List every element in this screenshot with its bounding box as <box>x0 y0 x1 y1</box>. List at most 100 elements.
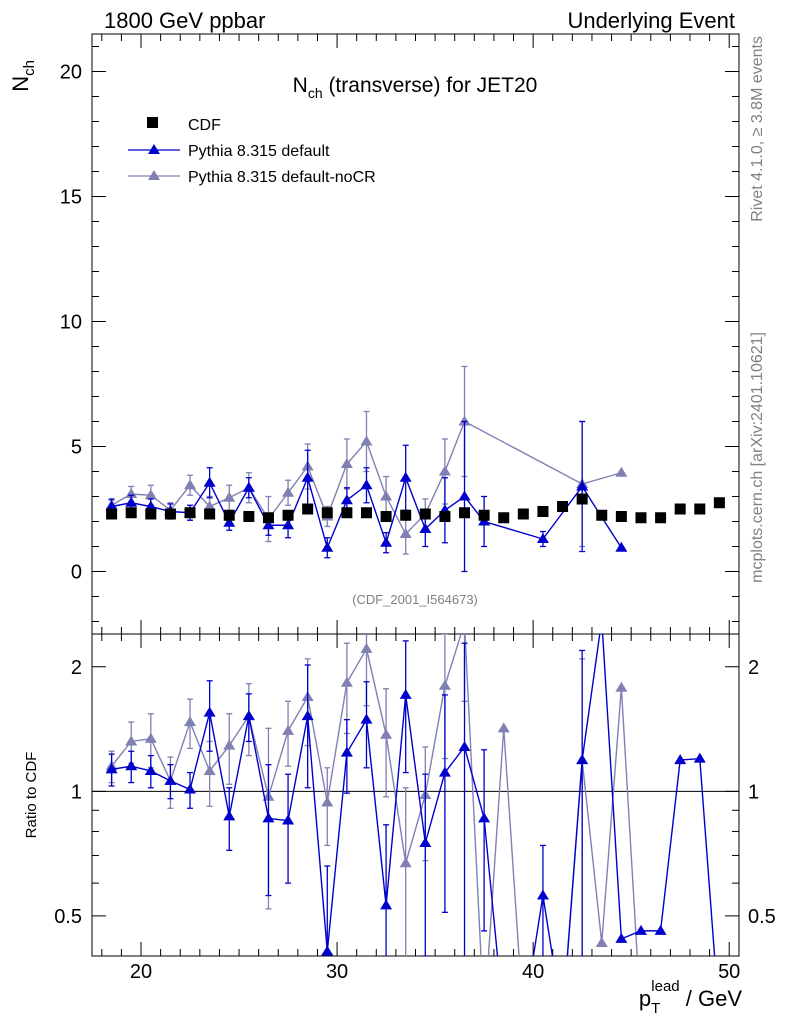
data-point-cdf <box>204 508 216 520</box>
data-point-cdf <box>125 507 137 519</box>
ratio-point-nocr <box>399 857 412 868</box>
data-point-nocr <box>438 465 451 476</box>
x-label-sub: T <box>651 1000 660 1017</box>
data-point-nocr <box>458 415 471 426</box>
axis-ticks <box>92 34 739 957</box>
ratio-point-default <box>125 760 138 771</box>
data-point-default <box>321 541 334 552</box>
y-tick-label-15: 15 <box>60 187 82 209</box>
data-point-default <box>144 500 157 511</box>
legend: CDF Pythia 8.315 default Pythia 8.315 de… <box>128 117 376 186</box>
x-label-rest: / GeV <box>680 986 743 1011</box>
x-label-sup: lead <box>651 978 679 995</box>
ratio-point-default <box>458 740 471 751</box>
ratio-point-nocr <box>203 764 216 775</box>
data-point-default <box>262 519 275 530</box>
ratio-point-nocr <box>360 642 373 653</box>
legend-nocr-marker <box>148 170 160 180</box>
ratio-point-nocr <box>125 735 138 746</box>
ratio-point-default <box>360 713 373 724</box>
data-point-cdf <box>360 507 372 519</box>
data-point-cdf <box>478 509 490 521</box>
ratio-point-default <box>654 924 667 935</box>
ratio-data-layer <box>105 634 716 956</box>
data-point-cdf <box>145 508 157 520</box>
data-point-default <box>360 479 373 490</box>
ratio-point-nocr <box>282 724 295 735</box>
chart-title-main: N <box>293 74 308 97</box>
ratio-point-default <box>399 688 412 699</box>
data-point-cdf <box>243 511 255 522</box>
y-label-sub: ch <box>21 60 38 76</box>
ratio-point-default <box>615 932 628 943</box>
data-point-cdf <box>262 512 274 524</box>
ratio-point-nocr <box>223 739 236 750</box>
ratio-line-nocr <box>111 634 638 956</box>
ratio-point-default <box>693 752 706 763</box>
x-label-p: p <box>639 986 651 1011</box>
ratio-point-default <box>634 924 647 935</box>
data-point-nocr <box>184 479 197 490</box>
data-point-default <box>282 519 295 530</box>
legend-nocr-label: Pythia 8.315 default-noCR <box>188 169 376 186</box>
y-tick-label-5: 5 <box>71 437 82 459</box>
data-point-cdf <box>302 503 314 515</box>
legend-cdf-marker <box>147 117 158 128</box>
ratio-point-nocr <box>615 681 628 692</box>
ratio-point-default <box>576 754 589 765</box>
data-point-default <box>125 496 138 507</box>
data-point-cdf <box>419 508 431 520</box>
x-tick-label-50: 50 <box>718 961 740 983</box>
chart-title: Nch (transverse) for JET20 <box>293 74 538 101</box>
ratio-point-default <box>478 812 491 823</box>
data-point-cdf <box>498 512 510 524</box>
ratio-point-default <box>184 783 197 794</box>
data-point-cdf <box>635 512 647 524</box>
data-point-default <box>105 500 118 511</box>
ratio-point-default <box>164 774 177 785</box>
data-point-nocr <box>360 435 373 446</box>
ratio-point-default <box>203 706 216 717</box>
ratio-tick-label-right-1: 1 <box>748 781 759 803</box>
data-point-cdf <box>341 507 353 519</box>
ratio-tick-label-right-2: 2 <box>748 657 759 679</box>
y-tick-label-10: 10 <box>60 312 82 334</box>
data-point-cdf <box>400 509 412 521</box>
x-tick-label-40: 40 <box>522 961 544 983</box>
data-point-cdf <box>596 509 608 521</box>
ratio-point-default <box>301 710 314 721</box>
x-axis-label: pTlead / GeV <box>639 978 742 1017</box>
ratio-line-default <box>111 634 716 956</box>
ratio-point-nocr <box>438 679 451 690</box>
ratio-tick-label-0.5: 0.5 <box>54 906 82 928</box>
ratio-point-nocr <box>595 937 608 948</box>
data-point-nocr <box>399 528 412 538</box>
data-point-cdf <box>557 501 569 512</box>
data-point-nocr <box>340 458 353 468</box>
data-point-cdf <box>164 508 176 520</box>
ratio-point-default <box>380 899 393 910</box>
data-point-cdf <box>439 511 451 522</box>
data-point-cdf <box>537 506 549 517</box>
data-point-cdf <box>106 508 118 520</box>
data-point-default <box>223 516 236 527</box>
header-right: Underlying Event <box>567 8 735 33</box>
ratio-axis-label: Ratio to CDF <box>23 752 40 839</box>
data-point-cdf <box>380 511 392 522</box>
ratio-point-nocr <box>184 716 197 727</box>
ratio-tick-label-right-0.5: 0.5 <box>748 906 776 928</box>
ratio-point-nocr <box>321 796 334 807</box>
data-point-default <box>242 481 255 492</box>
svg-text:Nch: Nch <box>8 60 38 92</box>
ratio-point-default <box>438 766 451 777</box>
y-tick-label-20: 20 <box>60 62 82 84</box>
header-left: 1800 GeV ppbar <box>104 8 265 33</box>
data-point-cdf <box>576 493 588 505</box>
ratio-point-nocr <box>144 732 157 743</box>
data-point-default <box>399 471 412 482</box>
ratio-point-default <box>105 763 118 774</box>
ratio-point-nocr <box>340 676 353 687</box>
ratio-point-default <box>282 814 295 825</box>
analysis-tag: (CDF_2001_I564673) <box>352 592 478 607</box>
